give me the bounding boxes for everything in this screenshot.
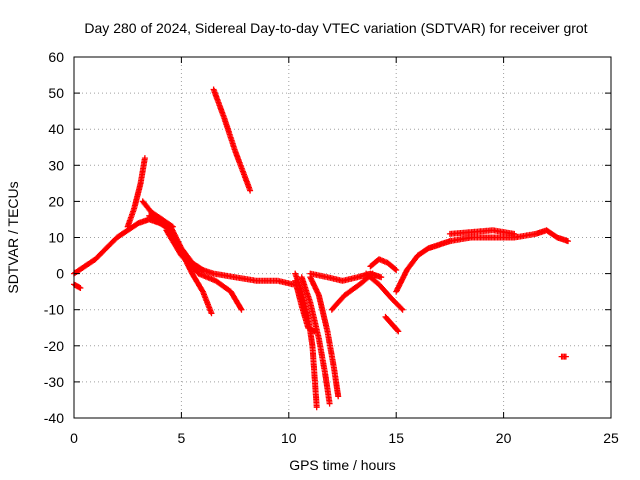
series-evening-rise bbox=[393, 238, 453, 295]
series-evening-plateau bbox=[446, 227, 571, 245]
series-low-drop-b bbox=[298, 274, 333, 407]
y-axis-label: SDTVAR / TECUs bbox=[5, 181, 21, 293]
series-pass-to-minus10 bbox=[163, 227, 245, 313]
point-markers bbox=[71, 281, 84, 291]
point-markers bbox=[163, 227, 245, 313]
series-pass-peak-32 bbox=[124, 155, 148, 230]
grid bbox=[74, 57, 611, 418]
series-high-arc bbox=[210, 86, 254, 194]
series-short-drop-14 bbox=[382, 313, 402, 335]
point-markers bbox=[446, 227, 571, 245]
y-tick-label: 30 bbox=[48, 157, 64, 173]
y-tick-label: 40 bbox=[48, 121, 64, 137]
axis-ticks: 0 5 10 15 20 25 -40 -30 -20 -10 0 10 20 30 40 50 60 bbox=[44, 49, 619, 446]
point-markers bbox=[210, 86, 254, 194]
series-midday-flat bbox=[189, 263, 297, 288]
data-points bbox=[71, 86, 571, 411]
x-tick-label: 20 bbox=[496, 430, 512, 446]
series-morning-rise bbox=[71, 216, 163, 277]
x-tick-label: 25 bbox=[603, 430, 619, 446]
x-tick-label: 5 bbox=[178, 430, 186, 446]
point-markers bbox=[292, 277, 318, 335]
point-markers bbox=[298, 274, 333, 407]
series-isolated-point bbox=[558, 353, 569, 360]
series-pass-20 bbox=[139, 198, 176, 230]
series-low-drop-c bbox=[307, 274, 342, 400]
x-tick-label: 0 bbox=[70, 430, 78, 446]
series-drop-to-minus15 bbox=[292, 277, 318, 335]
point-markers bbox=[382, 313, 402, 335]
x-tick-label: 10 bbox=[281, 430, 297, 446]
y-tick-label: -10 bbox=[44, 302, 64, 318]
series-bump-14 bbox=[367, 256, 400, 273]
y-tick-label: -20 bbox=[44, 338, 64, 354]
y-tick-label: 20 bbox=[48, 193, 64, 209]
chart-title: Day 280 of 2024, Sidereal Day-to-day VTE… bbox=[84, 20, 587, 36]
point-markers bbox=[71, 216, 163, 277]
y-tick-label: 60 bbox=[48, 49, 64, 65]
point-markers bbox=[367, 256, 400, 273]
y-tick-label: 50 bbox=[48, 85, 64, 101]
point-markers bbox=[393, 238, 453, 295]
series-start-dip bbox=[71, 281, 84, 291]
point-markers bbox=[446, 227, 518, 237]
y-tick-label: 10 bbox=[48, 230, 64, 246]
series-drop-to-minus10 bbox=[363, 270, 406, 313]
point-markers bbox=[124, 155, 148, 230]
y-tick-label: -30 bbox=[44, 374, 64, 390]
point-markers bbox=[558, 353, 569, 360]
point-markers bbox=[307, 274, 342, 400]
series-evening-upper bbox=[446, 227, 518, 237]
y-tick-label: 0 bbox=[56, 266, 64, 282]
point-markers bbox=[139, 198, 176, 230]
point-markers bbox=[363, 270, 406, 313]
series-pass-to-minus11 bbox=[146, 212, 215, 317]
point-markers bbox=[189, 263, 297, 288]
y-tick-label: -40 bbox=[44, 410, 64, 426]
point-markers bbox=[146, 212, 215, 317]
x-tick-label: 15 bbox=[388, 430, 404, 446]
x-axis-label: GPS time / hours bbox=[289, 457, 396, 473]
